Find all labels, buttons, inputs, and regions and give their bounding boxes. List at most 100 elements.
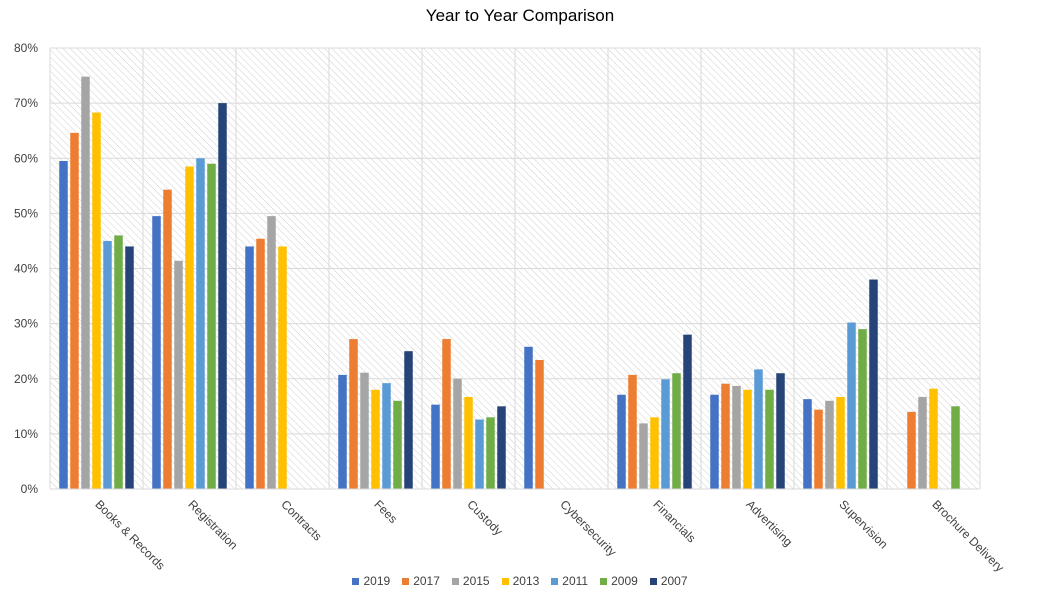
- bar-2007-financials: [683, 334, 692, 489]
- x-tick-label: Books & Records: [92, 497, 167, 572]
- legend-swatch: [600, 577, 608, 585]
- bar-2011-books-records: [103, 240, 112, 489]
- bar-2015-supervision: [825, 400, 834, 489]
- bar-2015-books-records: [81, 76, 90, 489]
- bar-2015-contracts: [267, 216, 276, 489]
- bar-2011-registration: [196, 158, 205, 489]
- bar-2009-books-records: [114, 235, 123, 489]
- x-tick-label: Advertising: [743, 497, 795, 549]
- legend-item-2009: 2009: [600, 574, 638, 588]
- bar-2011-custody: [475, 419, 484, 489]
- legend-item-2017: 2017: [402, 574, 440, 588]
- bar-2019-custody: [431, 404, 440, 489]
- y-tick-label: 70%: [14, 96, 38, 110]
- bar-2013-books-records: [92, 112, 101, 489]
- bar-2017-supervision: [814, 409, 823, 489]
- legend-swatch: [352, 577, 360, 585]
- y-tick-label: 20%: [14, 372, 38, 386]
- bar-2011-financials: [661, 379, 670, 489]
- bar-2009-registration: [207, 163, 216, 489]
- x-tick-label: Fees: [371, 497, 400, 526]
- x-axis: Books & Records Registration Contracts Fees…: [50, 488, 1007, 575]
- bar-2013-brochure-delivery: [929, 388, 938, 489]
- bar-2009-custody: [486, 417, 495, 489]
- bar-2017-custody: [442, 339, 451, 489]
- legend-label: 2007: [660, 574, 688, 588]
- legend-label: 2015: [462, 574, 490, 588]
- bar-2015-brochure-delivery: [918, 396, 927, 489]
- legend-item-2015: 2015: [451, 574, 490, 588]
- bar-2013-registration: [185, 166, 194, 490]
- bar-2019-contracts: [245, 246, 254, 489]
- chart-title: Year to Year Comparison: [425, 6, 615, 25]
- bar-2013-fees: [371, 389, 380, 489]
- legend-label: 2011: [562, 574, 589, 588]
- legend-swatch: [649, 577, 657, 585]
- bar-2019-advertising: [710, 394, 719, 489]
- y-tick-label: 50%: [14, 206, 38, 220]
- bar-2009-supervision: [858, 329, 867, 489]
- y-tick-label: 80%: [14, 41, 38, 55]
- bar-2009-brochure-delivery: [951, 406, 960, 489]
- bar-2019-financials: [617, 394, 626, 489]
- bar-2013-financials: [650, 417, 659, 489]
- legend-item-2013: 2013: [501, 574, 540, 588]
- bar-2007-custody: [497, 406, 506, 489]
- bar-2007-registration: [218, 103, 227, 489]
- bar-2013-supervision: [836, 396, 845, 489]
- bar-2007-fees: [404, 351, 413, 489]
- bar-2011-supervision: [847, 322, 856, 489]
- x-tick-label: Cybersecurity: [557, 497, 619, 559]
- legend-swatch: [551, 577, 559, 585]
- bars: [59, 76, 960, 490]
- bar-2017-financials: [628, 374, 637, 489]
- legend-swatch: [402, 577, 410, 585]
- bar-2013-custody: [464, 396, 473, 489]
- legend-swatch: [501, 577, 509, 585]
- y-tick-label: 40%: [14, 262, 38, 276]
- legend-item-2007: 2007: [649, 574, 688, 588]
- y-tick-label: 0%: [21, 482, 39, 496]
- legend-label: 2019: [363, 574, 391, 588]
- y-tick-label: 60%: [14, 151, 38, 165]
- x-tick-label: Supervision: [836, 497, 890, 551]
- bar-2019-cybersecurity: [524, 346, 533, 489]
- bar-2017-contracts: [256, 238, 265, 489]
- bar-2013-advertising: [743, 389, 752, 489]
- x-tick-label: Financials: [650, 497, 698, 545]
- bar-2017-books-records: [70, 132, 79, 489]
- bar-2017-advertising: [721, 383, 730, 489]
- bar-2011-fees: [382, 383, 391, 489]
- x-tick-label: Registration: [185, 497, 240, 552]
- bar-2019-supervision: [803, 399, 812, 489]
- bar-2015-registration: [174, 260, 183, 489]
- bar-2017-cybersecurity: [535, 360, 544, 489]
- bar-2017-fees: [349, 339, 358, 489]
- legend-item-2011: 2011: [551, 574, 588, 588]
- bar-2015-financials: [639, 423, 648, 489]
- bar-2007-supervision: [869, 279, 878, 489]
- bar-2009-advertising: [765, 389, 774, 489]
- legend-swatch: [451, 577, 459, 585]
- bar-2017-registration: [163, 189, 172, 489]
- bar-2015-advertising: [732, 385, 741, 489]
- bar-2007-advertising: [776, 373, 785, 489]
- bar-2019-books-records: [59, 161, 68, 489]
- bar-2007-books-records: [125, 246, 134, 489]
- bar-2009-fees: [393, 400, 402, 489]
- x-tick-label: Custody: [464, 497, 505, 538]
- legend: 2019 2017 2015 2013 2011 2009 2007: [0, 574, 1040, 588]
- bar-2015-custody: [453, 378, 462, 489]
- bar-2013-contracts: [278, 246, 287, 489]
- x-tick-label: Brochure Delivery: [929, 497, 1006, 574]
- x-tick-label: Contracts: [278, 497, 324, 543]
- bar-2011-advertising: [754, 369, 763, 489]
- legend-label: 2009: [611, 574, 638, 588]
- bar-2015-fees: [360, 372, 369, 489]
- bar-2019-fees: [338, 374, 347, 489]
- y-axis: 0% 10% 20% 30% 40% 50% 60% 70% 80%: [14, 41, 38, 496]
- legend-label: 2017: [413, 574, 440, 588]
- bar-2017-brochure-delivery: [907, 411, 916, 489]
- legend-label: 2013: [512, 574, 540, 588]
